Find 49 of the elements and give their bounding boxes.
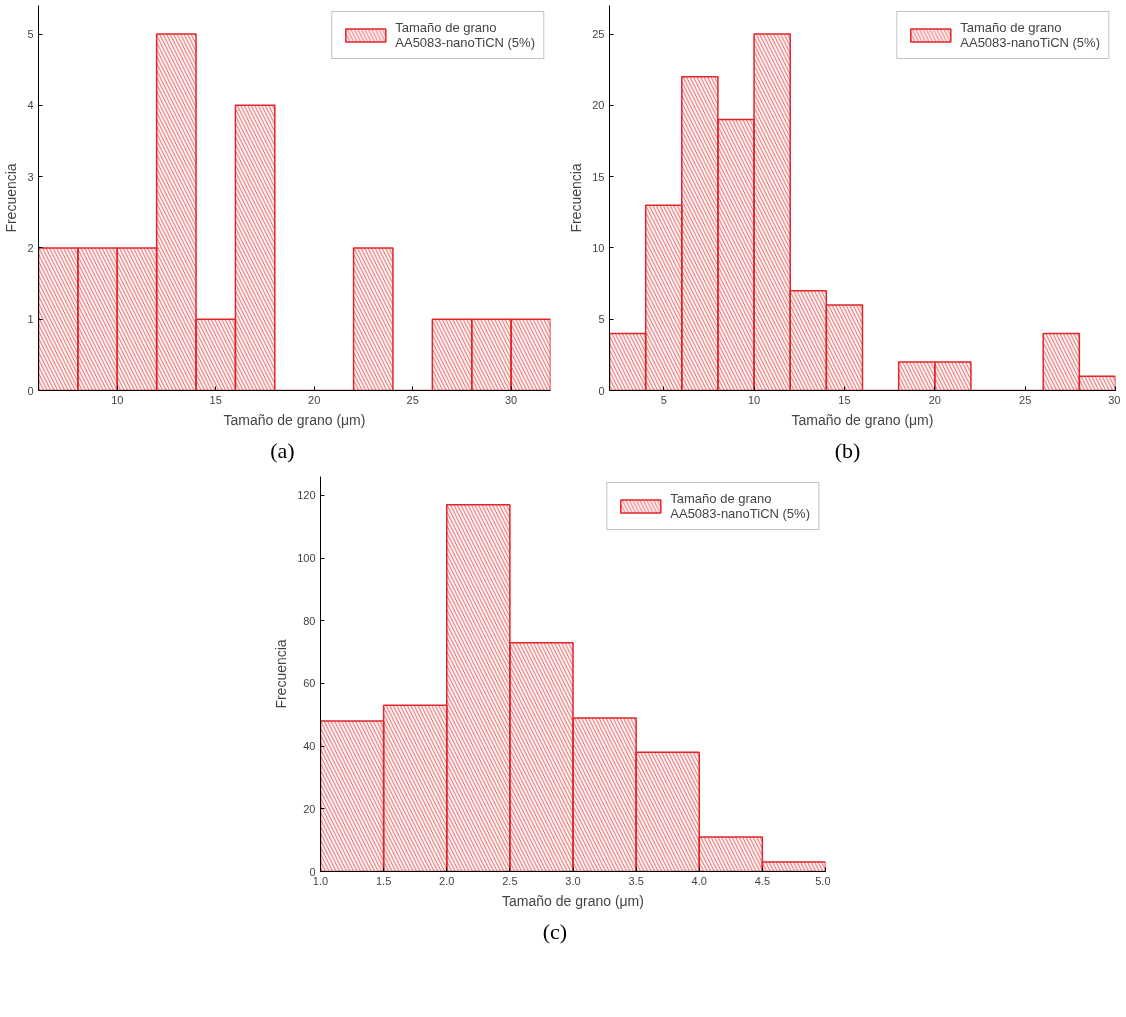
x-tick-label: 4.0: [691, 874, 707, 887]
x-tick-label: 30: [505, 393, 518, 406]
y-axis-title: Frecuencia: [273, 639, 290, 710]
y-tick-label: 100: [297, 552, 316, 565]
x-axis-title: Tamaño de grano (μm): [223, 411, 366, 428]
y-tick-label: 0: [309, 865, 316, 878]
y-tick-label: 120: [297, 489, 316, 502]
x-tick-label: 25: [1019, 393, 1032, 406]
x-axis-title: Tamaño de grano (μm): [502, 892, 644, 909]
x-tick-label: 3.5: [628, 874, 644, 887]
y-tick-label: 2: [27, 241, 34, 254]
y-tick-label: 20: [592, 99, 605, 112]
y-axis-title: Frecuencia: [3, 163, 20, 233]
legend-label: Tamaño de grano AA5083-nanoTiCN (5%): [670, 491, 810, 522]
y-tick-label: 5: [598, 313, 605, 326]
legend-label: Tamaño de grano AA5083-nanoTiCN (5%): [960, 20, 1100, 50]
y-tick-label: 4: [27, 99, 34, 112]
y-tick-label: 15: [592, 170, 605, 183]
x-tick-label: 1.5: [375, 874, 392, 887]
x-tick-label: 5: [660, 393, 667, 406]
y-tick-label: 80: [303, 615, 316, 628]
legend-label: Tamaño de grano AA5083-nanoTiCN (5%): [395, 20, 535, 50]
x-tick-label: 10: [111, 393, 124, 406]
y-axis-title: Frecuencia: [568, 163, 585, 233]
x-tick-label: 10: [747, 393, 761, 406]
text: (a): [270, 437, 295, 465]
x-tick-label: 4.5: [754, 874, 771, 887]
x-tick-label: 25: [406, 393, 419, 406]
y-tick-label: 10: [592, 241, 605, 254]
y-tick-label: 5: [27, 28, 34, 41]
text: (b): [834, 437, 861, 465]
y-tick-label: 40: [303, 740, 316, 753]
x-tick-label: 15: [838, 393, 851, 406]
y-tick-label: 20: [303, 803, 316, 816]
y-tick-label: 25: [592, 28, 605, 41]
y-tick-label: 1: [27, 313, 34, 326]
x-tick-label: 15: [209, 393, 222, 406]
y-tick-label: 0: [27, 384, 34, 397]
x-axis-title: Tamaño de grano (μm): [791, 411, 934, 428]
text: (c): [542, 918, 568, 947]
x-tick-label: 3.0: [565, 874, 581, 887]
x-tick-label: 2.5: [502, 874, 518, 887]
y-tick-label: 3: [27, 170, 34, 183]
x-tick-label: 30: [1108, 393, 1121, 406]
x-tick-label: 20: [928, 393, 941, 406]
x-tick-label: 2.0: [439, 874, 455, 887]
x-tick-label: 5.0: [815, 874, 831, 887]
y-tick-label: 60: [303, 677, 316, 690]
y-tick-label: 0: [598, 384, 605, 397]
